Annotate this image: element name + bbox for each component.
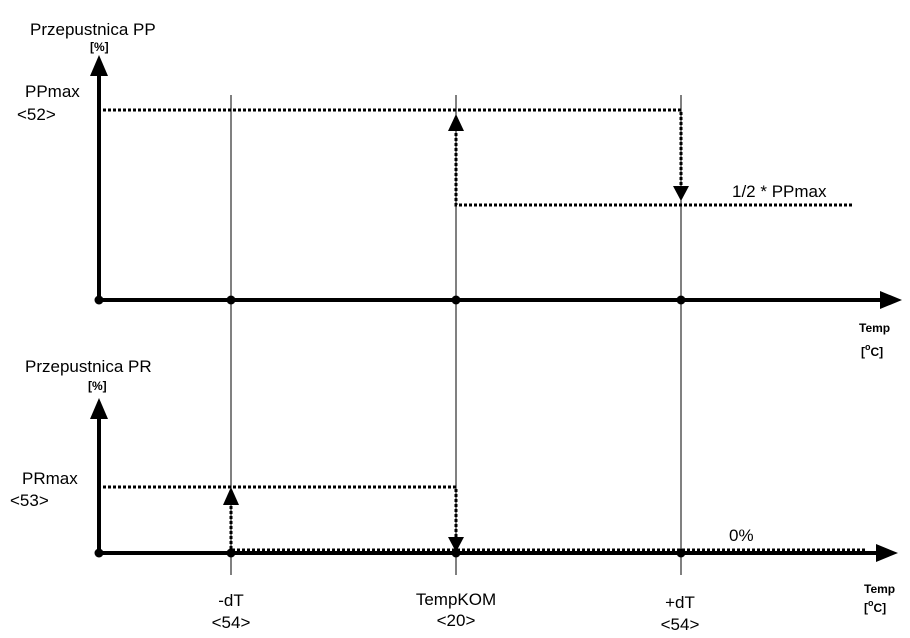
bottom-chart-x-unit-label: Temp: [864, 582, 895, 596]
bottom-chart-zero-level-line: [229, 503, 865, 552]
marker-plus-dt-param: <54>: [661, 615, 700, 633]
top-chart-down-arrow: [673, 186, 689, 201]
top-chart-max-level-line: [103, 108, 683, 187]
bottom-chart-x-unit: [oC]: [864, 598, 886, 615]
top-chart-origin-dot: [94, 295, 104, 305]
bottom-chart-zero-label: 0%: [729, 526, 754, 545]
top-chart-x-arrow: [880, 291, 902, 309]
top-chart-dot-tempkom: [451, 295, 461, 305]
bottom-chart-down-arrow: [448, 537, 464, 552]
top-chart-x-unit: [oC]: [861, 342, 883, 359]
bottom-chart-x-arrow: [876, 544, 898, 562]
bottom-chart-max-param: <53>: [10, 491, 49, 510]
bottom-chart-max-level-line: [103, 485, 458, 538]
top-chart-max-label: PPmax: [25, 82, 80, 101]
bottom-chart-title: Przepustnica PR: [25, 357, 152, 376]
marker-tempkom-param: <20>: [437, 611, 476, 630]
bottom-chart-y-arrow: [90, 398, 108, 419]
bottom-chart-y-unit: [%]: [88, 379, 107, 393]
top-chart-up-arrow: [448, 114, 464, 131]
top-chart-title: Przepustnica PP: [30, 20, 156, 39]
top-chart-y-unit: [%]: [90, 40, 109, 54]
top-chart-max-param: <52>: [17, 105, 56, 124]
marker-minus-dt-param: <54>: [212, 613, 251, 632]
top-chart-y-arrow: [90, 55, 108, 76]
top-chart-dot-minus-dt: [226, 295, 236, 305]
top-chart-dot-plus-dt: [676, 295, 686, 305]
top-chart-half-label: 1/2 * PPmax: [732, 182, 827, 201]
bottom-chart-up-arrow: [223, 487, 239, 505]
marker-plus-dt-name: +dT: [665, 593, 695, 612]
marker-tempkom-name: TempKOM: [416, 590, 496, 609]
bottom-chart-origin-dot: [94, 548, 104, 558]
bottom-chart-max-label: PRmax: [22, 469, 78, 488]
top-chart-x-unit-label: Temp: [859, 321, 890, 335]
marker-minus-dt-name: -dT: [218, 591, 244, 610]
top-chart-half-level-line: [454, 128, 852, 207]
